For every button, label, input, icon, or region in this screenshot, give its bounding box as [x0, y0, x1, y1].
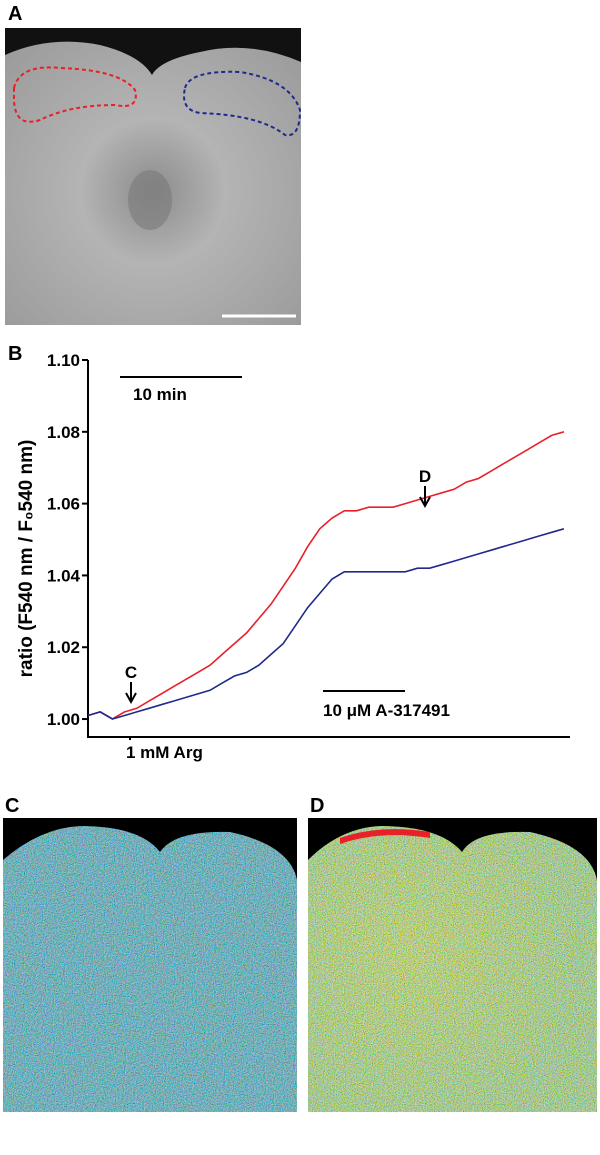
arrow-head	[125, 692, 137, 705]
panel-label: B	[8, 343, 22, 365]
annotation: D	[419, 467, 431, 486]
line-series	[87, 431, 565, 720]
arrow-head	[419, 496, 431, 509]
panel-label: D	[310, 795, 324, 817]
line-series	[87, 528, 565, 720]
y-tick-label: 1.00	[47, 710, 80, 729]
panel-label: C	[5, 795, 19, 817]
annotation: 10 min	[133, 385, 187, 404]
image-a	[5, 28, 302, 325]
y-tick-label: 1.08	[47, 423, 80, 442]
y-axis-label: ratio (F540 nm / F₀540 nm)	[16, 440, 37, 678]
y-tick-label: 1.10	[47, 351, 80, 370]
annotation: 10 μM A-317491	[323, 701, 450, 720]
annotation: 1 mM Arg	[126, 743, 203, 762]
y-tick-label: 1.04	[47, 566, 81, 585]
annotation: C	[125, 663, 137, 682]
panel-label: A	[8, 3, 22, 25]
y-tick-label: 1.02	[47, 638, 80, 657]
y-tick-label: 1.06	[47, 495, 80, 514]
image-c	[3, 818, 297, 1112]
image-d	[308, 818, 597, 1112]
